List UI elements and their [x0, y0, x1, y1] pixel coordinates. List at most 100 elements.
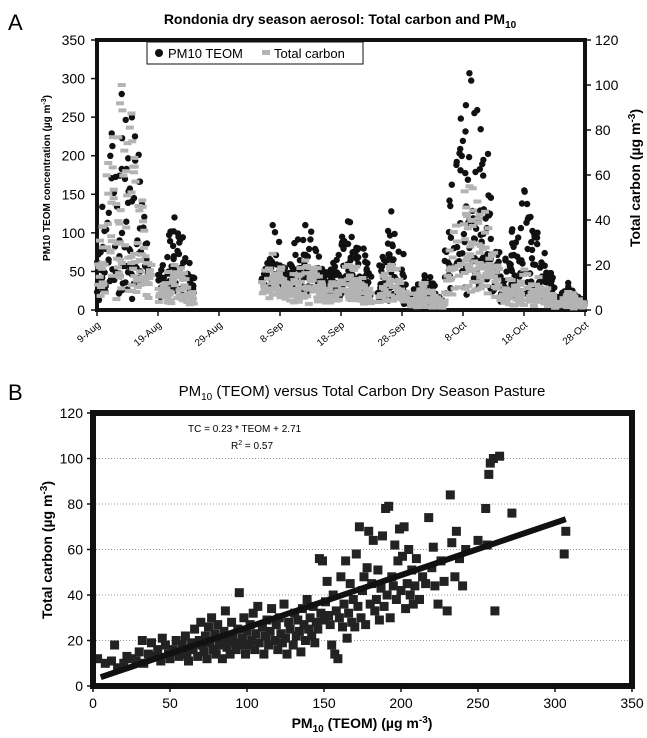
total-carbon-point — [349, 285, 357, 290]
total-carbon-point — [463, 226, 472, 231]
total-carbon-point — [484, 226, 493, 231]
pm10-point — [470, 235, 478, 242]
total-carbon-point — [104, 161, 113, 165]
total-carbon-point — [507, 287, 516, 292]
panel-a-x-tick-label: 28-Sep — [376, 320, 408, 349]
total-carbon-point — [511, 303, 520, 308]
total-carbon-point — [270, 277, 279, 282]
pm10-peak-point — [521, 187, 528, 194]
total-carbon-point — [510, 283, 519, 288]
total-carbon-point — [541, 299, 550, 303]
total-carbon-point — [466, 244, 475, 249]
panel-b-x-axis-label-prefix: PM — [292, 715, 313, 731]
legend-marker-pm10 — [155, 49, 163, 57]
panel-b-title-suffix: (TEOM) versus Total Carbon Dry Season Pa… — [212, 383, 545, 400]
panel-b-y-tick-label: 40 — [67, 587, 83, 603]
panel-a-x-tick-label: 8-Oct — [443, 320, 469, 344]
total-carbon-point — [387, 278, 396, 283]
total-carbon-point — [136, 258, 145, 263]
total-carbon-point — [383, 290, 392, 295]
total-carbon-point — [116, 257, 124, 262]
total-carbon-point — [104, 191, 113, 196]
scatter-point — [336, 572, 346, 582]
scatter-point — [490, 606, 500, 616]
total-carbon-point — [271, 271, 280, 276]
pm10-point — [286, 261, 294, 268]
total-carbon-point — [265, 296, 274, 301]
total-carbon-point — [327, 283, 336, 288]
pm10-point — [385, 251, 392, 258]
pm10-point — [391, 230, 398, 238]
total-carbon-point — [463, 214, 471, 219]
total-carbon-point — [316, 291, 325, 296]
panel-a-right-tick-label: 60 — [595, 167, 611, 183]
total-carbon-point — [452, 239, 461, 244]
scatter-point — [421, 579, 431, 589]
total-carbon-point — [491, 279, 500, 284]
total-carbon-point — [483, 291, 492, 296]
scatter-point — [385, 613, 395, 623]
total-carbon-point — [481, 209, 489, 214]
scatter-point — [160, 640, 170, 650]
total-carbon-point — [446, 268, 455, 273]
pm10-point — [533, 234, 541, 241]
total-carbon-point — [294, 299, 303, 304]
total-carbon-point — [485, 256, 494, 261]
pm10-point — [460, 230, 468, 238]
total-carbon-point — [449, 230, 458, 234]
pm10-point — [131, 133, 139, 140]
panel-a-right-tick-label: 100 — [595, 77, 619, 93]
scatter-point — [374, 615, 384, 625]
total-carbon-point — [428, 291, 437, 296]
total-carbon-point — [129, 170, 138, 175]
scatter-point — [224, 636, 233, 645]
scatter-point — [484, 469, 494, 479]
total-carbon-point — [154, 286, 163, 291]
total-carbon-point — [127, 190, 136, 195]
pm10-point — [271, 229, 279, 236]
total-carbon-point — [463, 255, 472, 260]
scatter-point — [393, 556, 403, 566]
pm10-point — [128, 295, 136, 303]
scatter-point — [318, 556, 327, 566]
panel-a-label: A — [8, 10, 23, 35]
pm10-point — [480, 172, 487, 179]
total-carbon-point — [470, 259, 479, 264]
panel-b: B PM10 (TEOM) versus Total Carbon Dry Se… — [8, 380, 644, 735]
pm10-point — [108, 130, 115, 137]
total-carbon-point — [389, 298, 398, 303]
panel-a-right-tick-label: 40 — [595, 212, 611, 228]
panel-b-y-tick-label: 120 — [60, 405, 84, 421]
panel-a-x-tick-label: 28-Oct — [561, 320, 591, 348]
scatter-point — [296, 647, 306, 657]
total-carbon-point — [345, 297, 354, 302]
total-carbon-point — [127, 261, 136, 265]
total-carbon-point — [534, 275, 543, 280]
scatter-point — [282, 649, 292, 659]
panel-b-x-tick-label: 50 — [162, 695, 178, 711]
total-carbon-point — [115, 275, 124, 280]
scatter-point — [177, 640, 187, 650]
total-carbon-point — [116, 208, 125, 213]
pm10-point — [275, 238, 283, 246]
scatter-point — [507, 508, 517, 518]
total-carbon-point — [303, 284, 312, 289]
scatter-point — [302, 595, 312, 604]
total-carbon-point — [433, 297, 442, 302]
total-carbon-point — [484, 267, 493, 272]
total-carbon-point — [296, 272, 305, 277]
total-carbon-peak-point — [117, 83, 126, 87]
total-carbon-point — [492, 286, 501, 291]
scatter-point — [236, 640, 246, 650]
scatter-point — [187, 638, 197, 648]
panel-a-left-tick-label: 300 — [62, 71, 86, 87]
pm10-point — [170, 228, 177, 235]
scatter-point — [334, 613, 344, 623]
pm10-point — [384, 240, 392, 247]
scatter-point — [242, 626, 252, 636]
total-carbon-point — [525, 294, 534, 299]
panel-a-title-subscript: 10 — [505, 20, 517, 31]
scatter-point — [230, 638, 240, 648]
scatter-point — [288, 640, 298, 650]
panel-a-right-axis-label: Total carbon (µg m-3) — [627, 109, 643, 247]
